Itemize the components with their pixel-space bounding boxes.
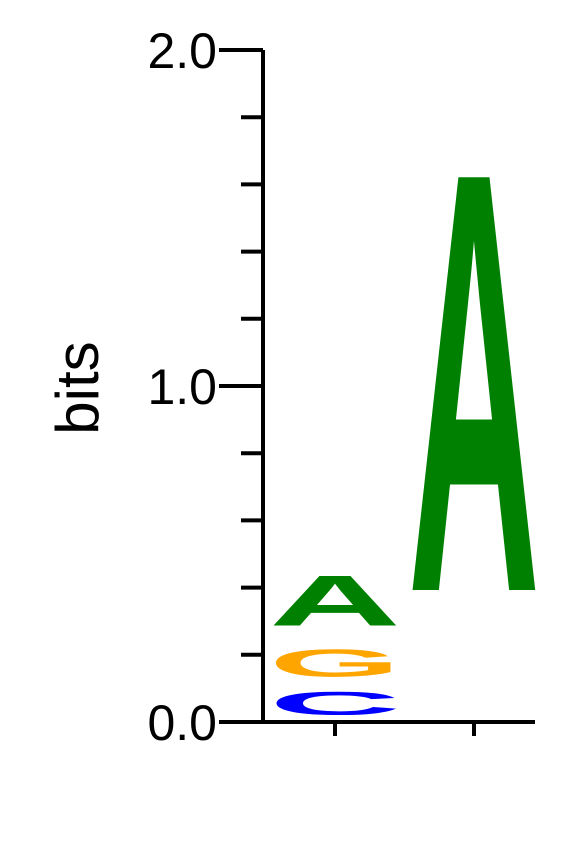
svg-text:C: C [269,685,401,722]
y-axis-title: bits [44,341,111,434]
svg-text:A: A [408,48,540,718]
y-tick-label: 2.0 [147,23,217,79]
logo-letter-a: A [269,561,401,641]
logo-letter-c: C [269,685,401,722]
logo-letter-g: G [269,642,401,685]
logo-letter-a: A [408,48,540,718]
x-axis [263,720,535,736]
y-tick-label: 1.0 [147,359,217,415]
y-axis: 0.0 1.0 2.0 [147,23,265,751]
y-tick-label: 0.0 [147,695,217,751]
svg-text:G: G [269,642,401,685]
svg-text:A: A [269,561,401,641]
letter-stacks: CGA A [269,48,540,722]
